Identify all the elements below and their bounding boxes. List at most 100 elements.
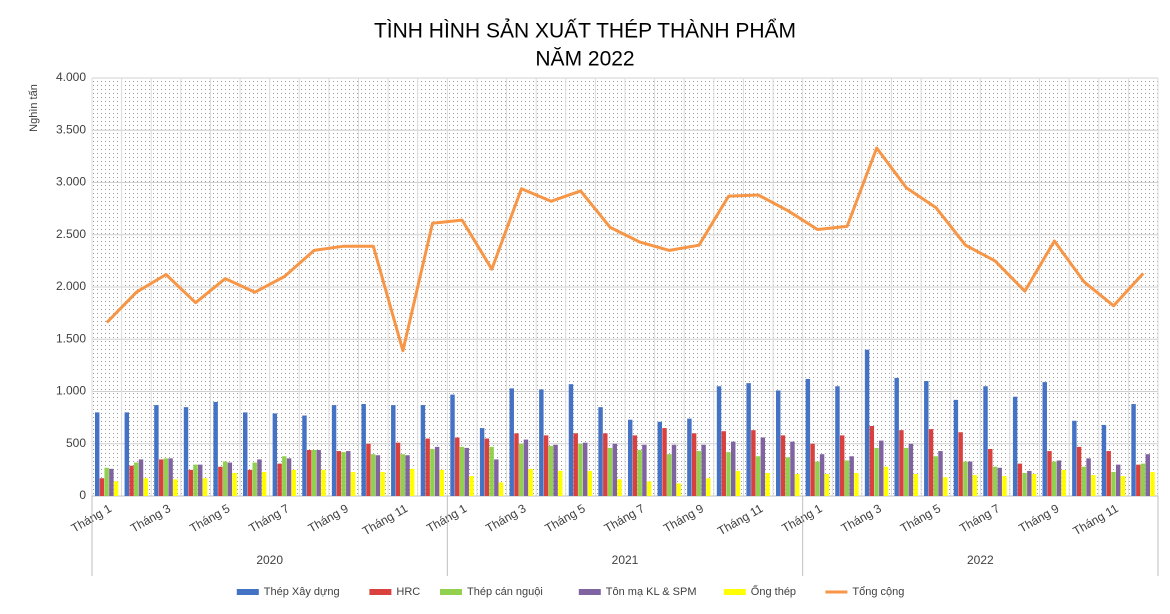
bar bbox=[1091, 475, 1096, 496]
bar bbox=[1031, 474, 1037, 496]
bar bbox=[785, 457, 790, 496]
bar bbox=[1042, 382, 1047, 496]
legend-swatch bbox=[236, 589, 259, 595]
bar bbox=[154, 405, 159, 496]
bar bbox=[864, 349, 870, 496]
bar bbox=[1047, 451, 1052, 496]
bar bbox=[341, 452, 346, 496]
bar bbox=[899, 430, 904, 496]
bar bbox=[380, 471, 385, 496]
bar bbox=[607, 447, 613, 496]
legend-label: HRC bbox=[396, 586, 420, 598]
bar bbox=[676, 483, 681, 496]
bar bbox=[459, 446, 465, 496]
bar bbox=[450, 394, 455, 496]
bar bbox=[321, 469, 326, 496]
bar bbox=[316, 450, 321, 496]
x-group-label: 2022 bbox=[967, 553, 994, 567]
bar bbox=[667, 454, 672, 496]
legend-swatch bbox=[723, 589, 746, 595]
bar bbox=[469, 476, 474, 496]
bar bbox=[168, 458, 173, 496]
bar bbox=[691, 433, 697, 496]
bar bbox=[612, 443, 618, 496]
bar bbox=[134, 462, 139, 496]
legend-label: Thép Xây dựng bbox=[264, 586, 340, 598]
bar bbox=[173, 479, 178, 496]
legend-label: Ống thép bbox=[751, 584, 796, 598]
x-group-label: 2021 bbox=[612, 553, 639, 567]
bar bbox=[578, 443, 583, 496]
bar bbox=[1017, 463, 1023, 496]
bar bbox=[528, 468, 533, 496]
bar bbox=[143, 478, 148, 496]
bar bbox=[302, 415, 307, 496]
bar bbox=[183, 407, 189, 496]
bar bbox=[780, 435, 786, 496]
bar bbox=[509, 388, 514, 496]
bar bbox=[716, 386, 722, 496]
bar bbox=[972, 475, 978, 496]
bar bbox=[706, 478, 711, 496]
bar bbox=[548, 445, 554, 496]
y-tick-label: 3.000 bbox=[56, 175, 86, 189]
bar bbox=[1081, 466, 1087, 496]
bar bbox=[1022, 473, 1027, 496]
bar bbox=[598, 407, 603, 496]
bar bbox=[874, 447, 879, 496]
bar bbox=[1150, 471, 1155, 496]
bar bbox=[1145, 454, 1151, 496]
bar bbox=[375, 455, 381, 496]
bar bbox=[306, 450, 312, 496]
bar bbox=[835, 386, 840, 496]
bar bbox=[963, 461, 968, 496]
bar bbox=[1072, 420, 1077, 496]
bar bbox=[252, 462, 257, 496]
bar bbox=[687, 418, 692, 496]
bar bbox=[494, 459, 499, 496]
bar bbox=[430, 448, 435, 496]
bar bbox=[637, 450, 642, 496]
bar bbox=[543, 435, 549, 496]
bar bbox=[933, 456, 938, 496]
bar bbox=[553, 444, 558, 496]
bar bbox=[573, 433, 578, 496]
bar bbox=[518, 443, 524, 496]
bar bbox=[129, 465, 134, 496]
bar bbox=[361, 404, 366, 496]
bar bbox=[1136, 464, 1141, 496]
bar bbox=[405, 455, 410, 496]
bar bbox=[188, 469, 193, 496]
chart-title: NĂM 2022 bbox=[535, 48, 634, 71]
bar bbox=[854, 473, 859, 496]
bar bbox=[810, 443, 815, 496]
bar bbox=[1131, 404, 1136, 496]
bar bbox=[109, 468, 114, 496]
bar bbox=[903, 447, 909, 496]
bar bbox=[603, 433, 608, 496]
bar bbox=[282, 456, 287, 496]
bar bbox=[523, 439, 529, 496]
bar bbox=[642, 444, 647, 496]
bar bbox=[366, 443, 371, 496]
bar bbox=[227, 462, 233, 496]
bar bbox=[261, 471, 267, 496]
legend-swatch bbox=[369, 589, 392, 595]
bar bbox=[464, 447, 469, 496]
y-tick-label: 4.000 bbox=[56, 70, 86, 84]
bar bbox=[696, 451, 702, 496]
y-tick-label: 3.500 bbox=[56, 122, 86, 136]
bar bbox=[455, 437, 460, 496]
bar bbox=[908, 443, 914, 496]
bar bbox=[997, 467, 1002, 496]
bar bbox=[924, 381, 929, 496]
line bbox=[105, 146, 1145, 353]
bar bbox=[202, 478, 208, 496]
bar bbox=[819, 454, 825, 496]
bar bbox=[765, 473, 770, 496]
bar bbox=[213, 401, 218, 496]
bar bbox=[498, 482, 504, 496]
bar bbox=[113, 481, 119, 496]
bar bbox=[350, 471, 356, 496]
bar bbox=[988, 448, 993, 496]
